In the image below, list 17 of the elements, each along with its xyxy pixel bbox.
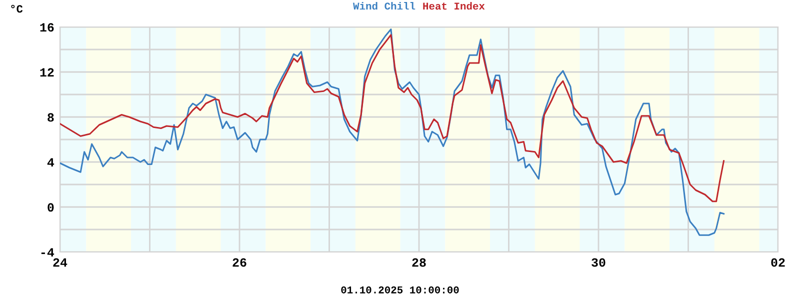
y-tick-label: 4: [47, 158, 54, 167]
y-tick-label: 0: [48, 203, 54, 212]
x-tick-label: 28: [412, 258, 426, 267]
x-tick-label: 30: [592, 258, 606, 267]
y-tick-label: 16: [40, 23, 54, 32]
text: Wind Chill: [353, 2, 416, 10]
y-tick-label: 12: [40, 68, 54, 77]
line-series: [60, 28, 725, 236]
text: 01.10.2025 10:00:00: [341, 286, 459, 294]
x-tick-label: 24: [53, 258, 68, 267]
y-tick-label: 8: [48, 113, 54, 122]
line-series: [60, 34, 725, 202]
text: Heat Index: [423, 2, 485, 10]
x-tick-label: 26: [232, 258, 246, 267]
x-tick-label: 02: [771, 258, 785, 267]
y-tick-label: -4: [41, 248, 54, 257]
y-axis-title: °C: [11, 4, 23, 13]
